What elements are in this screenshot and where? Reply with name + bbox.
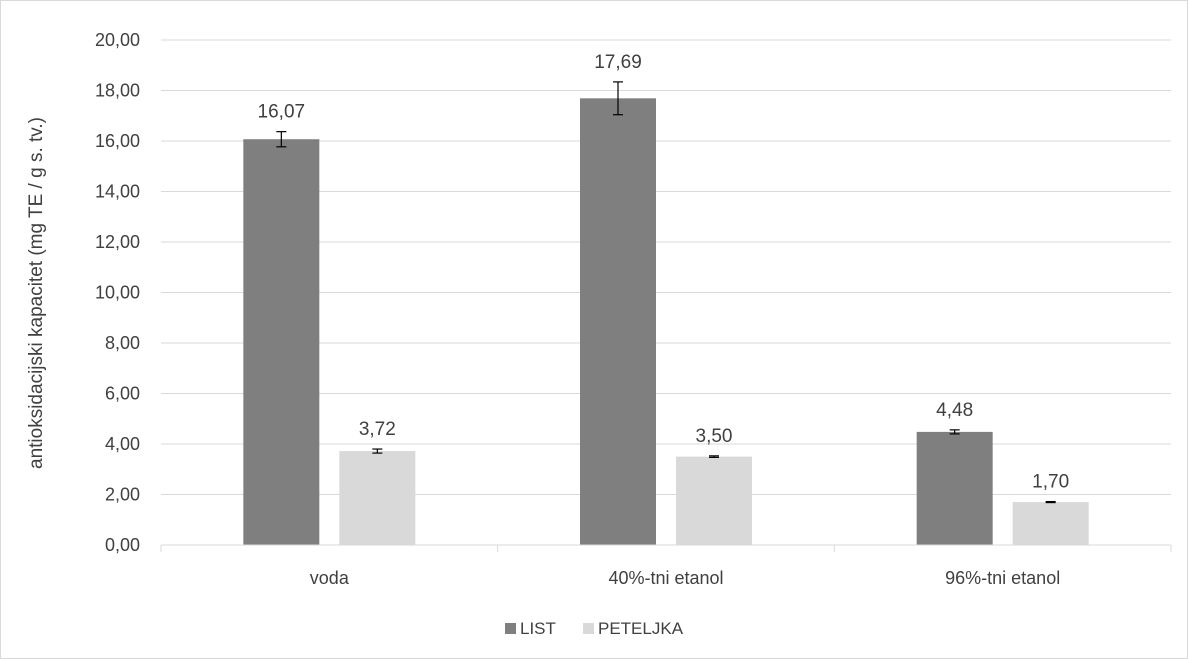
bar-list: [580, 98, 656, 545]
x-tick-label: 96%-tni etanol: [945, 568, 1060, 588]
legend-swatch-peteljka: [583, 623, 594, 634]
bar-peteljka: [676, 456, 752, 545]
y-tick-label: 2,00: [105, 485, 140, 505]
bar-list: [916, 431, 993, 545]
x-tick-label: 40%-tni etanol: [608, 568, 723, 588]
data-label: 4,48: [936, 400, 973, 421]
y-tick-label: 8,00: [105, 333, 140, 353]
bars: 16,07 17,69 4,48 3,72 3,50 1,70: [243, 52, 1089, 546]
y-tick-label: 16,00: [95, 131, 140, 151]
data-label: 17,69: [594, 52, 642, 73]
bar-peteljka: [339, 451, 416, 545]
data-label: 3,50: [696, 426, 733, 447]
y-tick-label: 18,00: [95, 81, 140, 101]
data-label: 3,72: [359, 419, 396, 440]
legend-label-list: LIST: [520, 619, 556, 638]
y-tick-label: 20,00: [95, 30, 140, 50]
y-tick-label: 12,00: [95, 232, 140, 252]
legend: LIST PETELJKA: [505, 619, 684, 638]
data-label: 16,07: [258, 102, 306, 123]
y-axis-title: antioksidacijski kapacitet (mg TE / g s.…: [26, 117, 47, 469]
legend-swatch-list: [505, 623, 516, 634]
x-tick-label: voda: [310, 568, 350, 588]
y-tick-label: 10,00: [95, 283, 140, 303]
data-label: 1,70: [1032, 472, 1069, 493]
y-axis-ticks: 0,00 2,00 4,00 6,00 8,00 10,00 12,00 14,00 16,00…: [95, 30, 140, 555]
x-axis: voda 40%-tni etanol 96%-tni etanol: [160, 544, 1172, 588]
y-tick-label: 4,00: [105, 434, 140, 454]
y-tick-label: 6,00: [105, 384, 140, 404]
gridlines: [161, 39, 1171, 546]
bar-peteljka: [1012, 502, 1089, 545]
y-tick-label: 0,00: [105, 535, 140, 555]
legend-label-peteljka: PETELJKA: [598, 619, 684, 638]
y-tick-label: 14,00: [95, 182, 140, 202]
bar-list: [243, 139, 320, 546]
